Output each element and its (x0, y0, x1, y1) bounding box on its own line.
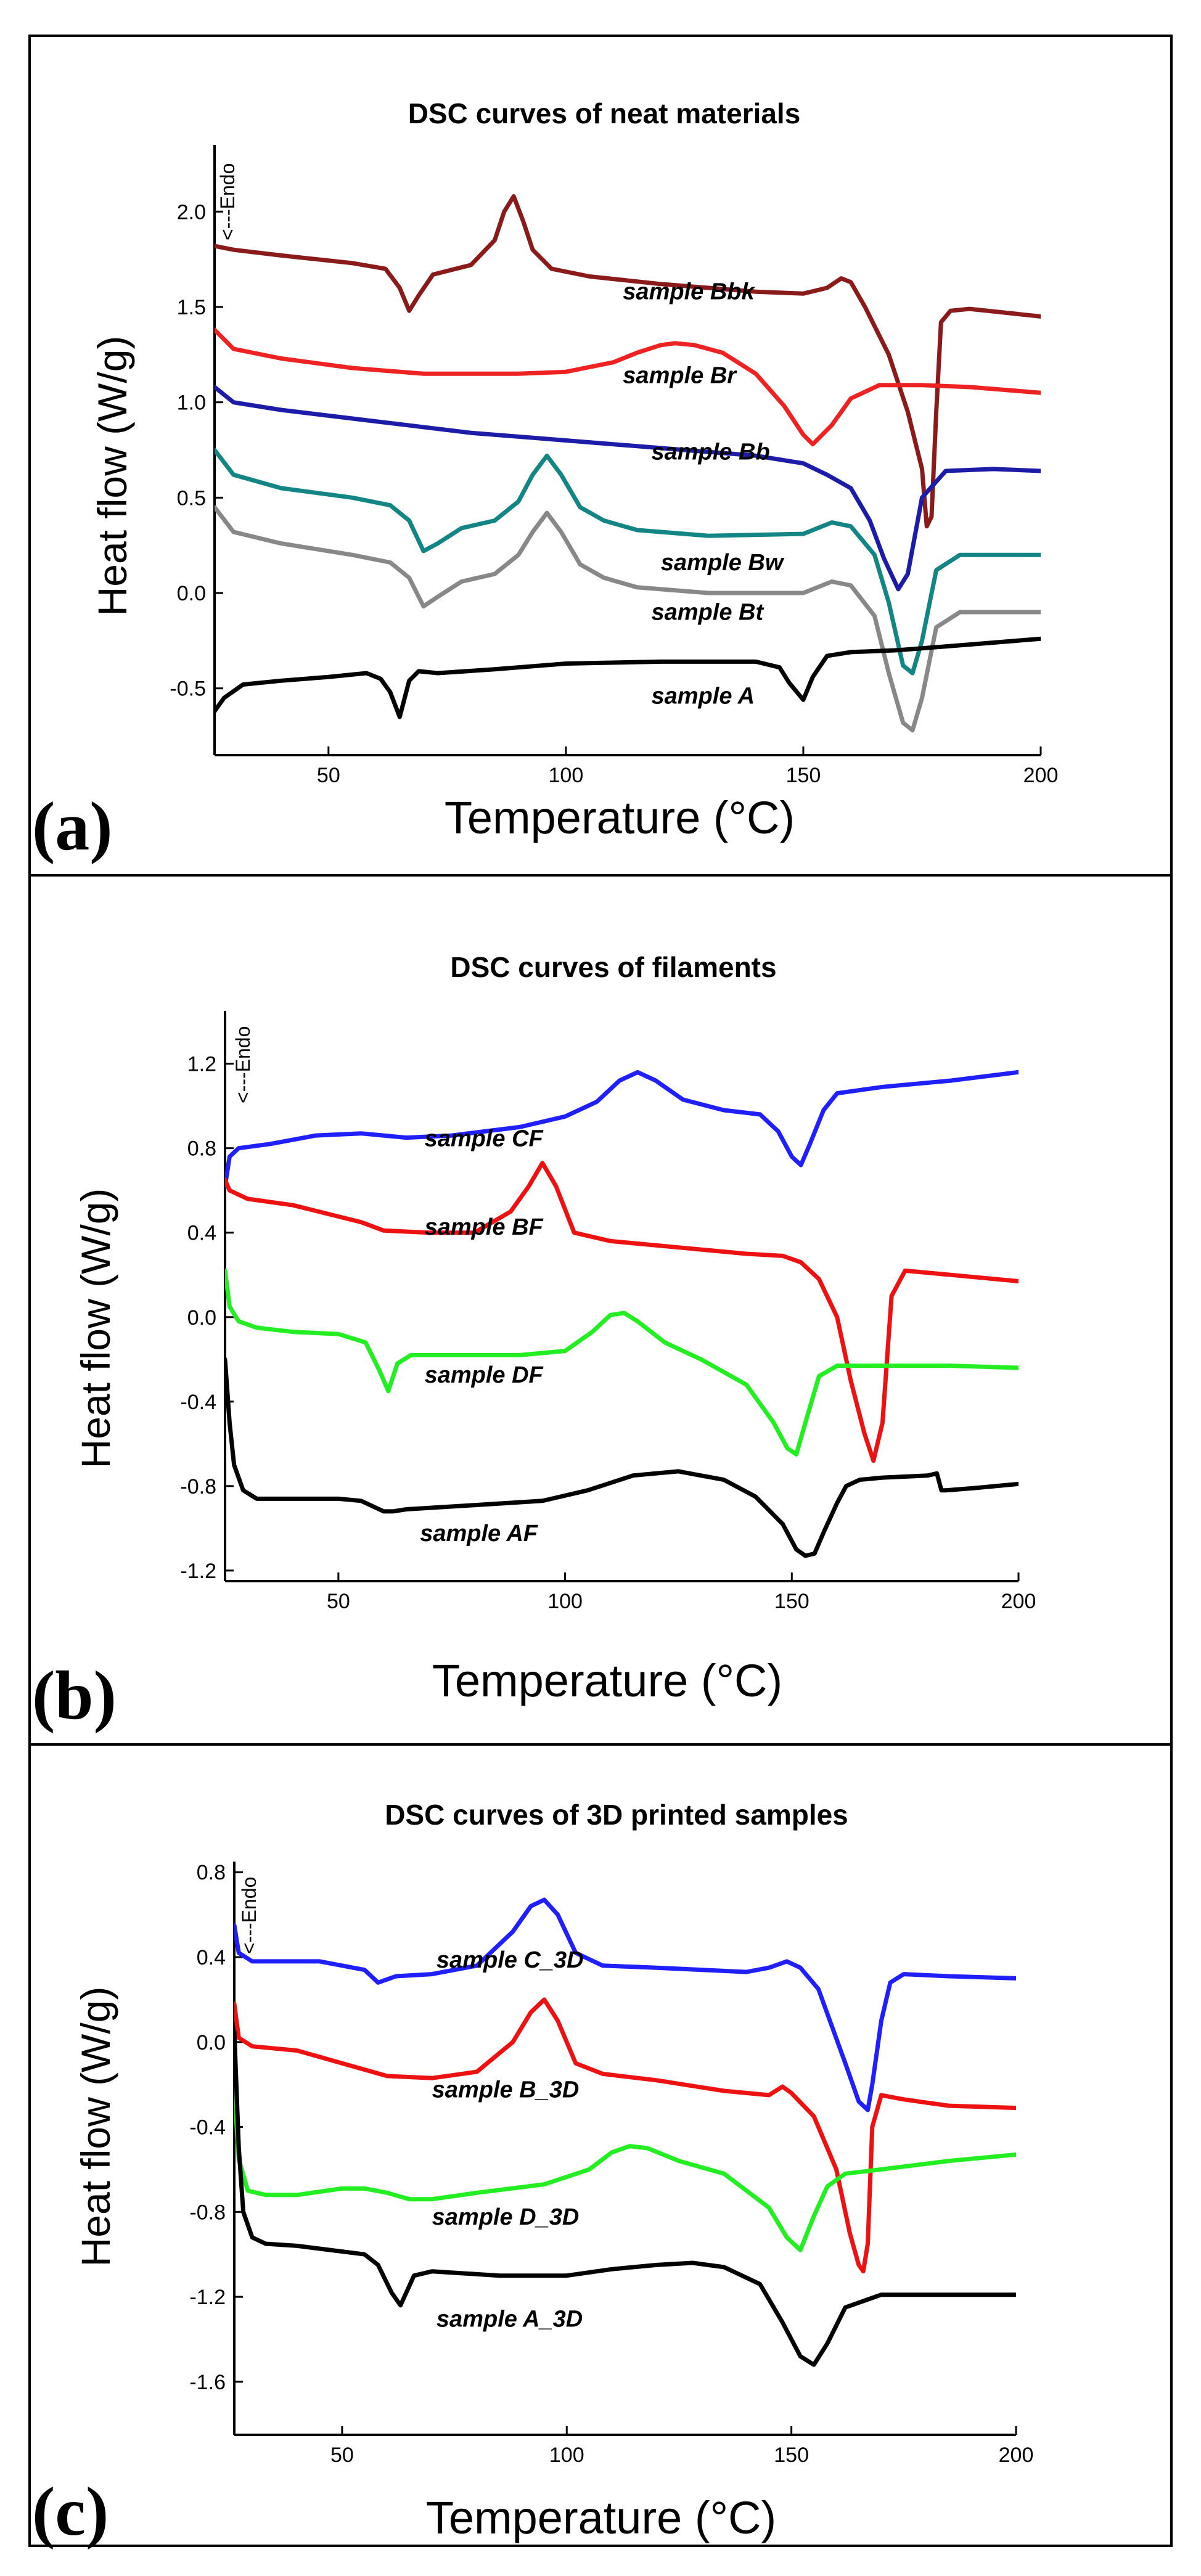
y-tick-label: 1.5 (177, 296, 206, 319)
x-tick-label: 50 (327, 1590, 350, 1613)
y-tick-label: -1.6 (189, 2371, 226, 2394)
panel-a-plot: 50 100 150 200 -0.5 0.0 0.5 1.0 1.5 2.0 sample Bbk… (170, 145, 1058, 787)
y-tick-label: 0.5 (177, 486, 206, 510)
series-line-sample-a (215, 636, 1041, 719)
curve-label: sample Br (623, 363, 737, 389)
x-tick-label: 200 (999, 2443, 1034, 2467)
panel-a-y-axis-title: Heat flow (W/g) (89, 336, 135, 616)
series-line-sample-bw (215, 448, 1041, 676)
y-tick-label: -0.4 (189, 2116, 226, 2140)
y-tick-label: 0.0 (177, 582, 206, 605)
panel-a-border (28, 35, 1173, 877)
curve-label: sample C_3D (437, 1947, 584, 1973)
endo-annotation: <---Endo (216, 163, 239, 240)
panel-c-x-axis-title: Temperature (°C) (426, 2492, 776, 2543)
x-tick-label: 50 (330, 2443, 354, 2467)
series-line-sample-b_3d (234, 1997, 1016, 2274)
curve-label: sample D_3D (432, 2204, 580, 2230)
panel-c-border (28, 1743, 1173, 2547)
curve-label: sample Bt (652, 599, 764, 625)
curve-label: sample BF (425, 1214, 544, 1240)
curve-label: sample AF (420, 1521, 539, 1547)
panel-b-x-axis-title: Temperature (°C) (432, 1655, 782, 1706)
series-line-sample-d_3d (234, 2087, 1016, 2252)
curve-label: sample A (652, 683, 755, 709)
y-tick-label: -0.5 (170, 677, 206, 701)
panel-b-plot: 50 100 150 200 -1.2 -0.8 -0.4 0.0 0.4 0.8 1.2 sampl… (180, 1011, 1036, 1613)
y-tick-label: 0.8 (187, 1137, 216, 1161)
panel-b-letter: (b) (32, 1658, 117, 1734)
x-tick-label: 50 (317, 764, 340, 787)
series-line-sample-c_3d (234, 1897, 1016, 2112)
panel-c-letter: (c) (32, 2474, 109, 2550)
panel-a-title: DSC curves of neat materials (408, 97, 801, 129)
y-tick-label: 0.4 (187, 1222, 216, 1245)
curve-label: sample Bbk (623, 279, 755, 305)
panel-c-title: DSC curves of 3D printed samples (385, 1799, 848, 1831)
series-line-sample-cf (225, 1069, 1019, 1188)
panel-c-plot: 50 100 150 200 -1.6 -1.2 -0.8 -0.4 0.0 0.4 0.8 samp… (189, 1861, 1033, 2467)
series-line-sample-df (225, 1268, 1019, 1457)
series-line-sample-br (215, 327, 1041, 447)
x-tick-label: 100 (547, 1590, 583, 1613)
panel-b-y-axis-title: Heat flow (W/g) (73, 1188, 118, 1469)
x-tick-label: 100 (549, 2443, 584, 2467)
curve-label: sample DF (425, 1362, 544, 1388)
y-tick-label: -0.8 (189, 2201, 226, 2224)
y-tick-label: 0.4 (197, 1946, 226, 1969)
series-line-sample-a_3d (234, 2029, 1016, 2367)
endo-annotation: <---Endo (232, 1026, 254, 1103)
curve-label: sample CF (425, 1126, 544, 1151)
x-tick-label: 150 (774, 2443, 809, 2467)
y-tick-label: -0.8 (180, 1475, 216, 1499)
series-line-sample-bf (225, 1161, 1019, 1463)
y-tick-label: 0.0 (197, 2031, 226, 2055)
endo-annotation: <---Endo (238, 1877, 260, 1954)
panel-c-y-axis-title: Heat flow (W/g) (73, 1987, 118, 2267)
y-tick-label: 0.8 (197, 1861, 226, 1884)
panel-a-x-axis-title: Temperature (°C) (445, 792, 795, 843)
x-tick-label: 150 (774, 1590, 810, 1613)
series-line-sample-bb (215, 385, 1041, 592)
curve-label: sample B_3D (432, 2077, 580, 2103)
panel-a: DSC curves of neat materials 50 100 150 200… (28, 35, 1173, 877)
y-tick-label: 0.0 (187, 1306, 216, 1330)
curve-label: sample Bb (652, 439, 770, 465)
y-tick-label: 1.0 (177, 391, 206, 415)
series-line-sample-af (225, 1357, 1019, 1558)
x-tick-label: 200 (1023, 764, 1059, 787)
x-tick-label: 200 (1001, 1590, 1036, 1613)
panel-b-title: DSC curves of filaments (450, 951, 776, 983)
y-tick-label: -1.2 (189, 2286, 226, 2309)
y-tick-label: -0.4 (180, 1391, 216, 1414)
curve-label: sample Bw (661, 550, 785, 576)
y-tick-label: 1.2 (187, 1053, 216, 1076)
curve-label: sample A_3D (437, 2306, 583, 2332)
panel-b: DSC curves of filaments 50 100 150 200 -1.2 -… (28, 874, 1173, 1746)
x-tick-label: 100 (549, 764, 584, 787)
x-tick-label: 150 (786, 764, 821, 787)
series-line-sample-bbk (215, 194, 1041, 529)
y-tick-label: -1.2 (180, 1560, 216, 1583)
series-line-sample-bt (215, 505, 1041, 733)
panel-a-letter: (a) (32, 788, 113, 865)
y-tick-label: 2.0 (177, 200, 206, 224)
panel-c: DSC curves of 3D printed samples 50 100 15… (28, 1743, 1173, 2550)
